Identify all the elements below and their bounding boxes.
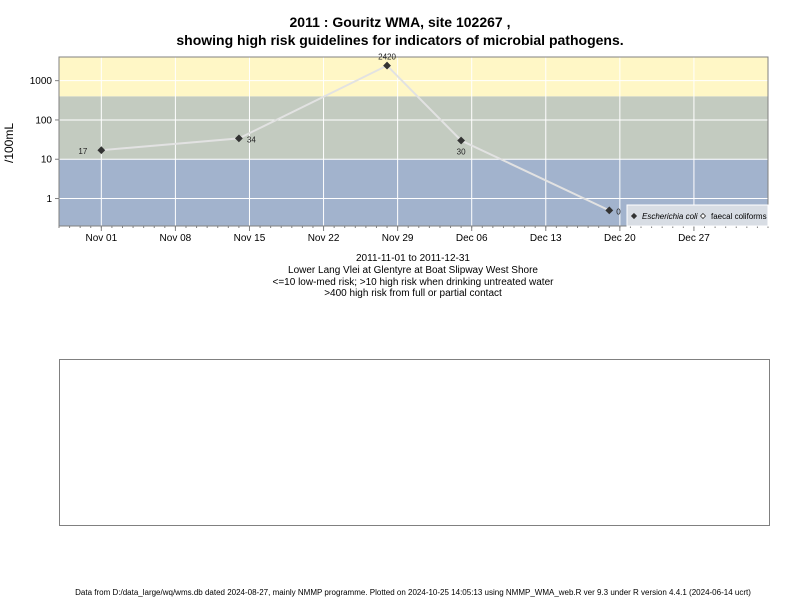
subtitle-risk-drinking: <=10 low-med risk; >10 high risk when dr…	[272, 277, 554, 288]
risk-band-1	[59, 96, 768, 160]
subtitle-site: Lower Lang Vlei at Glentyre at Boat Slip…	[288, 265, 538, 276]
x-tick-label-0: Nov 01	[85, 233, 117, 244]
x-tick-label-8: Dec 27	[678, 233, 710, 244]
risk-band-2	[59, 57, 768, 97]
x-tick-label-1: Nov 08	[160, 233, 192, 244]
chart-canvas: 1 10 100 1000 Nov 01 Nov 08 Nov 15 Nov 22 Nov 2…	[2, 53, 769, 244]
x-tick-label-7: Dec 20	[604, 233, 636, 244]
y-tick-label-1: 10	[41, 155, 53, 166]
footer-note: Data from D:/data_large/wq/wms.db dated …	[75, 588, 751, 597]
data-label-2: 2420	[378, 53, 396, 62]
legend-label-1: faecal coliforms	[711, 212, 767, 221]
x-tick-label-2: Nov 15	[234, 233, 266, 244]
x-tick-label-6: Dec 13	[530, 233, 562, 244]
legend: Escherichia coli faecal coliforms	[626, 204, 769, 227]
x-tick-label-5: Dec 06	[456, 233, 488, 244]
data-point-2	[383, 61, 391, 70]
legend-label-0: Escherichia coli	[642, 212, 698, 221]
data-point-4	[605, 206, 614, 215]
data-point-3	[457, 136, 466, 145]
data-point-0	[97, 146, 106, 155]
subtitle-date-range: 2011-11-01 to 2011-12-31	[356, 253, 470, 264]
y-axis: 1 10 100 1000	[30, 76, 59, 205]
risk-bands	[59, 57, 768, 226]
data-label-4: 0	[616, 207, 621, 216]
data-label-3: 30	[457, 147, 466, 156]
legend-marker-0	[630, 212, 638, 220]
series-e-coli: 17 34 2420 30 0	[78, 53, 621, 217]
y-tick-label-2: 100	[35, 115, 52, 126]
legend-marker-1	[699, 212, 707, 220]
y-axis-label: /100mL	[2, 123, 16, 163]
x-axis: Nov 01 Nov 08 Nov 15 Nov 22 Nov 29 Dec 06 Dec …	[58, 226, 769, 244]
data-label-1: 34	[247, 135, 256, 144]
y-tick-label-3: 1000	[30, 76, 53, 87]
plot-frame	[58, 56, 769, 227]
x-tick-label-4: Nov 29	[382, 233, 414, 244]
data-label-0: 17	[78, 147, 87, 156]
data-point-1	[234, 134, 243, 143]
chart-title-line-2: showing high risk guidelines for indicat…	[176, 32, 624, 48]
x-tick-label-3: Nov 22	[308, 233, 340, 244]
legend-box	[626, 204, 769, 227]
grid-lines	[59, 57, 768, 226]
y-tick-label-0: 1	[46, 194, 52, 205]
chart-title-line-1: 2011 : Gouritz WMA, site 102267 ,	[289, 14, 511, 30]
subtitle-risk-contact: >400 high risk from full or partial cont…	[324, 288, 502, 299]
empty-plot-panel	[59, 359, 770, 526]
